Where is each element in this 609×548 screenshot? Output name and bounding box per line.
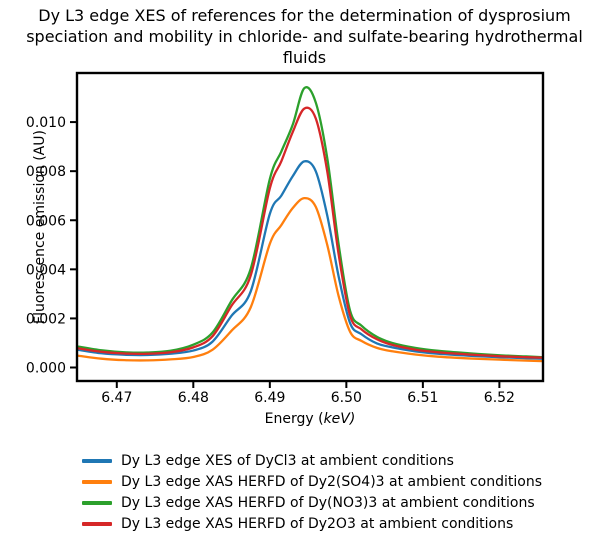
legend-entry-0: Dy L3 edge XES of DyCl3 at ambient condi… bbox=[82, 451, 542, 472]
y-tick-label: 0.002 bbox=[26, 311, 66, 327]
legend: Dy L3 edge XES of DyCl3 at ambient condi… bbox=[82, 451, 542, 534]
series-line-3 bbox=[77, 106, 543, 359]
chart-title-line-1: Dy L3 edge XES of references for the det… bbox=[38, 6, 571, 25]
x-tick-label: 6.50 bbox=[331, 390, 362, 406]
legend-line-swatch bbox=[82, 459, 112, 464]
series-line-2 bbox=[77, 86, 543, 359]
legend-line-swatch bbox=[82, 500, 112, 505]
x-axis-label-prefix: Energy ( bbox=[265, 411, 324, 427]
legend-label: Dy L3 edge XAS HERFD of Dy2O3 at ambient… bbox=[121, 515, 514, 532]
chart-title: Dy L3 edge XES of references for the det… bbox=[0, 5, 609, 68]
legend-line-swatch bbox=[82, 521, 112, 526]
series-line-1 bbox=[77, 197, 543, 363]
plot-area: 6.47 6.48 6.49 6.50 6.51 6.52 0.000 0.002 0.004 0… bbox=[26, 71, 545, 427]
y-tick-label: 0.000 bbox=[26, 361, 66, 377]
legend-entry-3: Dy L3 edge XAS HERFD of Dy2O3 at ambient… bbox=[82, 513, 542, 534]
series-line-0 bbox=[77, 160, 543, 360]
legend-entry-2: Dy L3 edge XAS HERFD of Dy(NO3)3 at ambi… bbox=[82, 493, 542, 514]
x-tick-label: 6.51 bbox=[407, 390, 438, 406]
x-tick-label: 6.52 bbox=[484, 390, 515, 406]
y-tick-label: 0.004 bbox=[26, 262, 66, 278]
chart-title-line-3: fluids bbox=[282, 48, 327, 67]
x-tick-label: 6.49 bbox=[254, 390, 285, 406]
y-tick-label: 0.008 bbox=[26, 164, 66, 180]
x-axis-label-unit: keV bbox=[324, 411, 352, 427]
legend-entry-1: Dy L3 edge XAS HERFD of Dy2(SO4)3 at amb… bbox=[82, 472, 542, 493]
plot-frame bbox=[75, 71, 545, 383]
y-axis-label: Fluorescence emission (AU) bbox=[32, 130, 48, 324]
legend-line-swatch bbox=[82, 480, 112, 485]
y-tick-label: 0.010 bbox=[26, 115, 66, 131]
x-tick-label: 6.48 bbox=[178, 390, 209, 406]
x-axis-label: Energy (keV) bbox=[265, 411, 356, 427]
legend-label: Dy L3 edge XES of DyCl3 at ambient condi… bbox=[121, 453, 454, 470]
chart-title-line-2: speciation and mobility in chloride- and… bbox=[26, 27, 583, 46]
y-tick-label: 0.006 bbox=[26, 213, 66, 229]
x-axis-label-suffix: ) bbox=[349, 411, 355, 427]
x-tick-label: 6.47 bbox=[101, 390, 132, 406]
legend-label: Dy L3 edge XAS HERFD of Dy(NO3)3 at ambi… bbox=[121, 494, 535, 511]
legend-label: Dy L3 edge XAS HERFD of Dy2(SO4)3 at amb… bbox=[121, 474, 542, 491]
